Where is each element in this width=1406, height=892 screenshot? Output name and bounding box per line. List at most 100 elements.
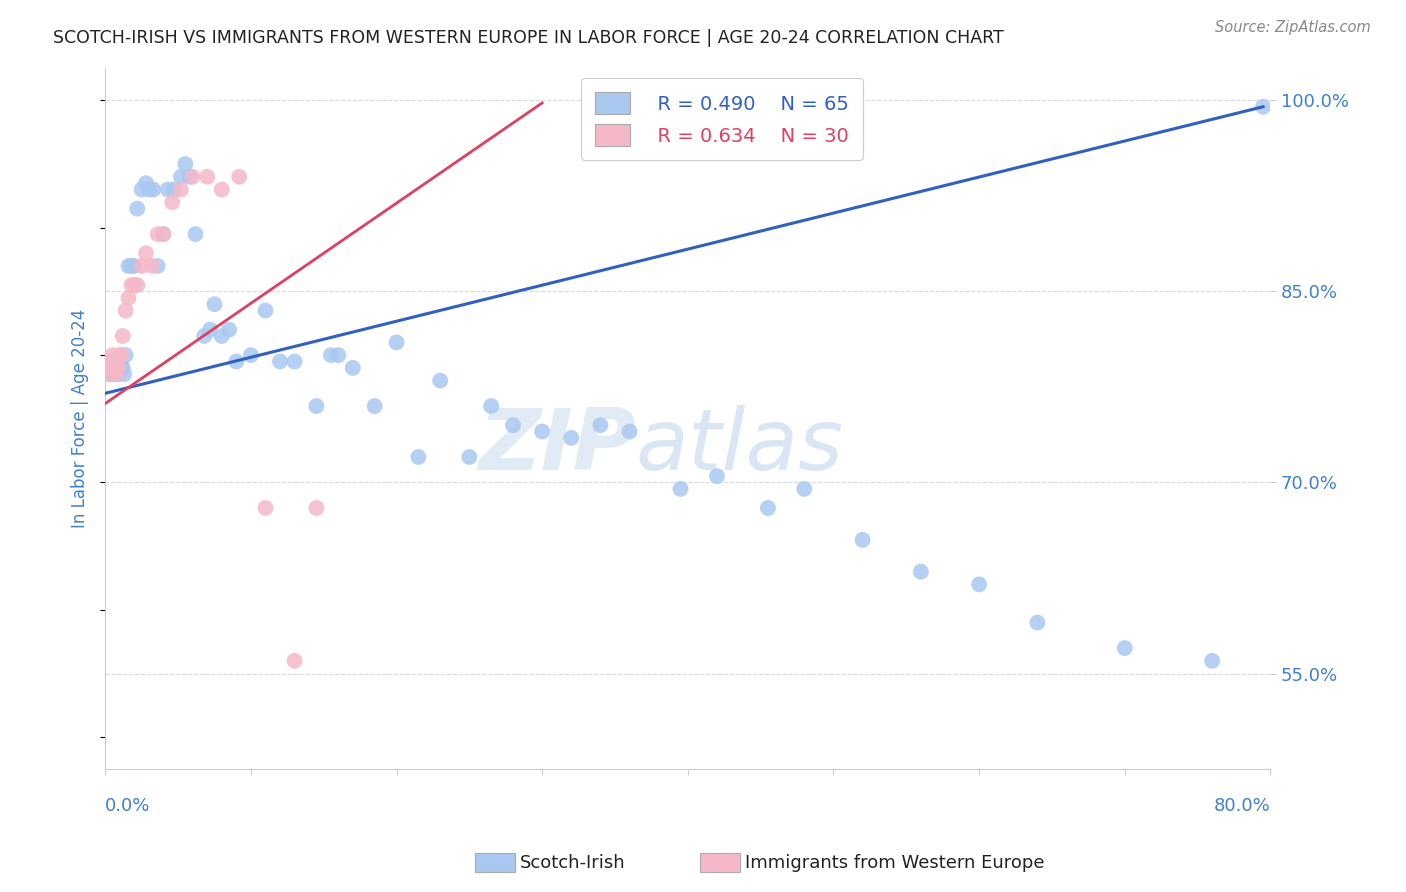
- Point: [429, 374, 451, 388]
- Point: [793, 482, 815, 496]
- Point: [103, 354, 125, 368]
- Point: [110, 348, 132, 362]
- Point: [910, 565, 932, 579]
- Point: [1114, 641, 1136, 656]
- Text: SCOTCH-IRISH VS IMMIGRANTS FROM WESTERN EUROPE IN LABOR FORCE | AGE 20-24 CORREL: SCOTCH-IRISH VS IMMIGRANTS FROM WESTERN …: [53, 29, 1004, 46]
- Point: [146, 259, 169, 273]
- Point: [283, 654, 305, 668]
- Point: [852, 533, 875, 547]
- Point: [619, 425, 641, 439]
- Text: 0.0%: 0.0%: [105, 797, 150, 815]
- Point: [138, 182, 160, 196]
- Point: [110, 360, 132, 375]
- Point: [100, 354, 122, 368]
- Point: [184, 227, 207, 241]
- Point: [107, 360, 129, 375]
- Point: [141, 259, 163, 273]
- Point: [1026, 615, 1049, 630]
- Point: [174, 157, 197, 171]
- Point: [211, 329, 233, 343]
- Point: [98, 368, 121, 382]
- Point: [107, 368, 129, 382]
- Point: [114, 303, 136, 318]
- Point: [228, 169, 250, 184]
- Point: [111, 329, 134, 343]
- Point: [319, 348, 342, 362]
- Point: [100, 354, 122, 368]
- Point: [1201, 654, 1223, 668]
- Point: [120, 278, 142, 293]
- Point: [105, 368, 128, 382]
- Point: [531, 425, 554, 439]
- Point: [117, 259, 139, 273]
- Point: [127, 278, 149, 293]
- Point: [967, 577, 990, 591]
- Point: [124, 259, 146, 273]
- Point: [152, 227, 174, 241]
- Point: [114, 348, 136, 362]
- Text: Scotch-Irish: Scotch-Irish: [520, 854, 626, 871]
- Point: [328, 348, 350, 362]
- Text: ZIP: ZIP: [478, 405, 636, 488]
- Point: [408, 450, 430, 464]
- Point: [385, 335, 408, 350]
- Text: atlas: atlas: [636, 405, 844, 488]
- Point: [97, 360, 120, 375]
- Point: [135, 246, 157, 260]
- Point: [163, 182, 186, 196]
- Point: [342, 360, 364, 375]
- Point: [1251, 100, 1274, 114]
- Point: [156, 182, 179, 196]
- Point: [195, 169, 218, 184]
- Point: [124, 278, 146, 293]
- Point: [103, 354, 125, 368]
- Point: [101, 368, 124, 382]
- Point: [254, 303, 277, 318]
- Point: [254, 500, 277, 515]
- Point: [152, 227, 174, 241]
- Point: [502, 418, 524, 433]
- Point: [108, 354, 131, 368]
- Point: [170, 169, 193, 184]
- Point: [127, 202, 149, 216]
- Point: [142, 182, 165, 196]
- Point: [706, 469, 728, 483]
- Point: [98, 368, 121, 382]
- Point: [560, 431, 582, 445]
- Point: [211, 182, 233, 196]
- Point: [269, 354, 291, 368]
- Point: [669, 482, 692, 496]
- Point: [204, 297, 226, 311]
- Point: [101, 348, 124, 362]
- Point: [108, 348, 131, 362]
- Point: [363, 399, 385, 413]
- Point: [112, 368, 135, 382]
- Point: [305, 399, 328, 413]
- Point: [181, 169, 204, 184]
- Point: [117, 291, 139, 305]
- Point: [458, 450, 481, 464]
- Point: [589, 418, 612, 433]
- Point: [104, 360, 127, 375]
- Y-axis label: In Labor Force | Age 20-24: In Labor Force | Age 20-24: [72, 310, 89, 528]
- Point: [179, 169, 201, 184]
- Point: [170, 182, 193, 196]
- Point: [305, 500, 328, 515]
- Point: [135, 176, 157, 190]
- Point: [146, 227, 169, 241]
- Point: [111, 360, 134, 375]
- Point: [105, 360, 128, 375]
- Point: [239, 348, 262, 362]
- Point: [479, 399, 502, 413]
- Point: [160, 195, 183, 210]
- Point: [120, 259, 142, 273]
- Point: [131, 259, 153, 273]
- Legend:   R = 0.490    N = 65,   R = 0.634    N = 30: R = 0.490 N = 65, R = 0.634 N = 30: [581, 78, 863, 160]
- Text: 80.0%: 80.0%: [1213, 797, 1271, 815]
- Text: Source: ZipAtlas.com: Source: ZipAtlas.com: [1215, 20, 1371, 35]
- Point: [97, 360, 120, 375]
- Point: [131, 182, 153, 196]
- Text: Immigrants from Western Europe: Immigrants from Western Europe: [745, 854, 1045, 871]
- Point: [283, 354, 305, 368]
- Point: [218, 323, 240, 337]
